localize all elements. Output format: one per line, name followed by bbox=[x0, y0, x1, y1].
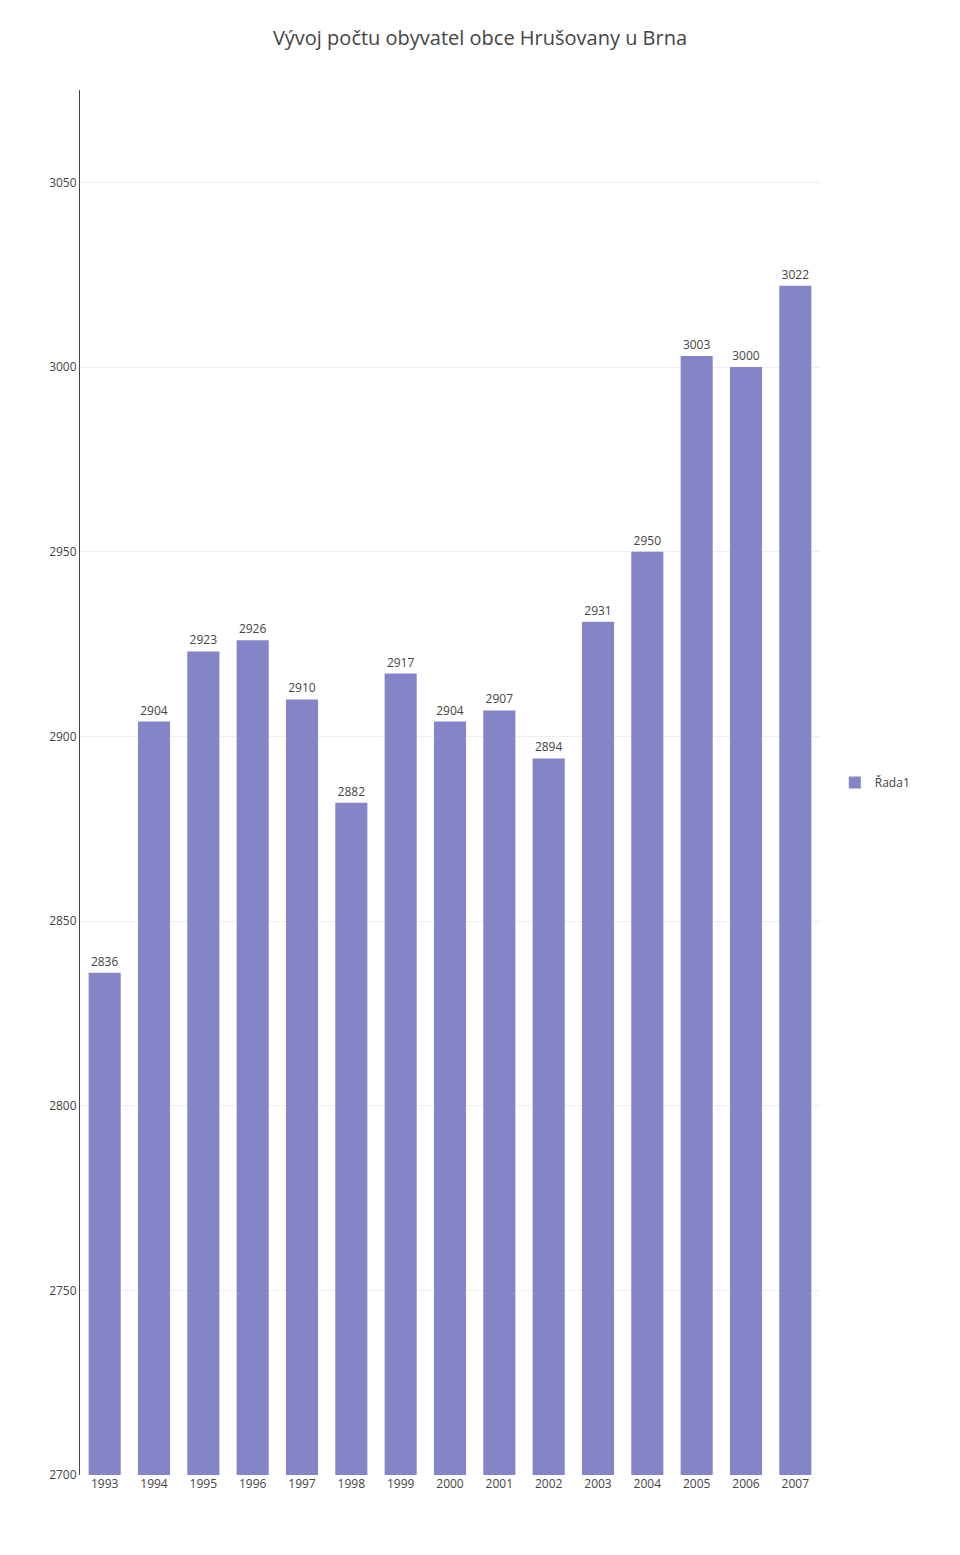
svg-text:2000: 2000 bbox=[436, 1475, 464, 1492]
svg-text:3000: 3000 bbox=[49, 358, 77, 375]
svg-text:2894: 2894 bbox=[535, 738, 563, 755]
svg-text:2910: 2910 bbox=[288, 679, 316, 696]
svg-text:2850: 2850 bbox=[49, 912, 77, 929]
svg-text:3022: 3022 bbox=[782, 266, 810, 283]
svg-text:3003: 3003 bbox=[683, 336, 711, 353]
svg-text:Řada1: Řada1 bbox=[875, 774, 910, 791]
svg-text:2003: 2003 bbox=[584, 1475, 612, 1492]
svg-text:1998: 1998 bbox=[338, 1475, 366, 1492]
svg-text:1996: 1996 bbox=[239, 1475, 267, 1492]
svg-text:2007: 2007 bbox=[782, 1475, 810, 1492]
svg-text:2907: 2907 bbox=[486, 690, 514, 707]
svg-text:2931: 2931 bbox=[584, 602, 611, 619]
svg-text:2001: 2001 bbox=[486, 1475, 513, 1492]
svg-text:2800: 2800 bbox=[49, 1097, 77, 1114]
svg-text:2904: 2904 bbox=[140, 702, 168, 719]
svg-text:2900: 2900 bbox=[49, 728, 77, 745]
svg-text:2750: 2750 bbox=[49, 1282, 77, 1299]
svg-text:2923: 2923 bbox=[190, 631, 218, 648]
svg-text:1999: 1999 bbox=[387, 1475, 415, 1492]
svg-text:2836: 2836 bbox=[91, 953, 119, 970]
svg-text:2700: 2700 bbox=[49, 1466, 77, 1483]
svg-text:2005: 2005 bbox=[683, 1475, 711, 1492]
svg-text:2917: 2917 bbox=[387, 654, 415, 671]
svg-text:2004: 2004 bbox=[634, 1475, 662, 1492]
svg-text:2002: 2002 bbox=[535, 1475, 563, 1492]
svg-text:2882: 2882 bbox=[338, 783, 366, 800]
svg-text:2926: 2926 bbox=[239, 620, 267, 637]
svg-text:Vývoj počtu obyvatel obce Hruš: Vývoj počtu obyvatel obce Hrušovany u Br… bbox=[273, 24, 687, 51]
svg-text:1995: 1995 bbox=[190, 1475, 218, 1492]
svg-text:1997: 1997 bbox=[288, 1475, 316, 1492]
svg-text:1994: 1994 bbox=[140, 1475, 168, 1492]
svg-text:3050: 3050 bbox=[49, 174, 77, 191]
svg-text:2904: 2904 bbox=[436, 702, 464, 719]
svg-text:2950: 2950 bbox=[49, 543, 77, 560]
svg-text:2950: 2950 bbox=[634, 532, 662, 549]
svg-text:1993: 1993 bbox=[91, 1475, 119, 1492]
svg-text:2006: 2006 bbox=[732, 1475, 760, 1492]
svg-text:3000: 3000 bbox=[732, 347, 760, 364]
